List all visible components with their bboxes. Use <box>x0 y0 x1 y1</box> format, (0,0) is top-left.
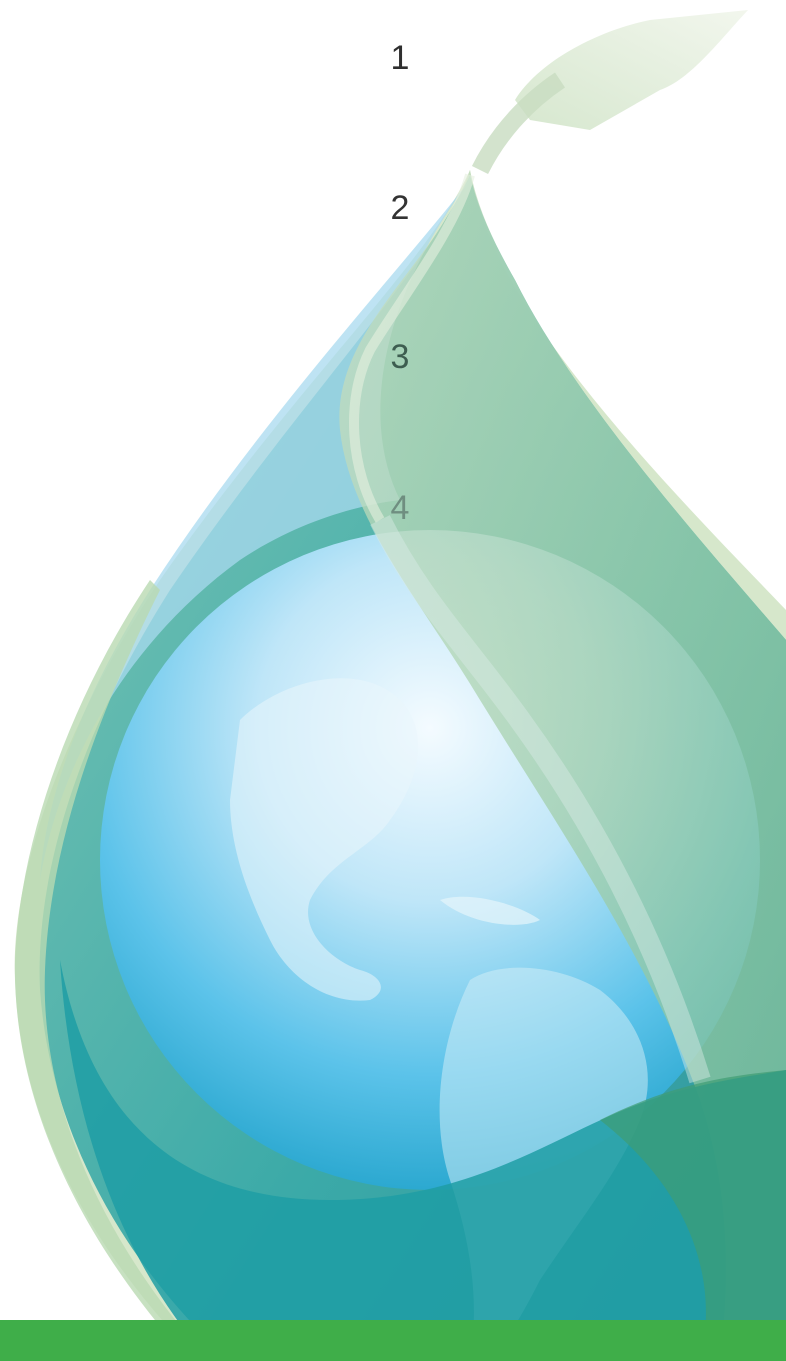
bottom-bar <box>0 1320 786 1361</box>
number-1: 1 <box>390 39 410 77</box>
number-4: 4 <box>390 489 410 527</box>
number-2: 2 <box>390 189 410 227</box>
number-3: 3 <box>390 338 410 376</box>
